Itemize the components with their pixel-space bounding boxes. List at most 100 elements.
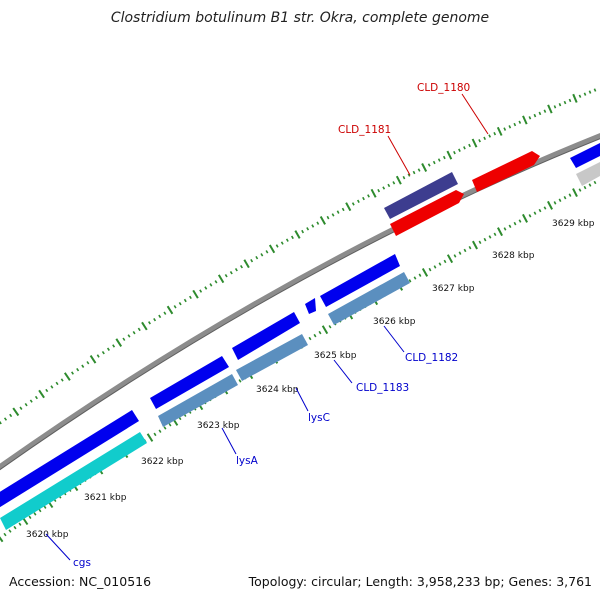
tick-label: 3625 kbp [314, 351, 357, 361]
ruler-major-tick [0, 536, 4, 543]
ruler-minor-tick [478, 240, 482, 244]
ruler-minor-tick [428, 267, 432, 272]
ruler-minor-tick [402, 175, 406, 180]
ruler-minor-tick [3, 417, 8, 421]
ruler-major-tick [421, 268, 429, 277]
ruler-minor-tick [153, 317, 157, 322]
ruler-major-tick [547, 104, 553, 114]
ruler-minor-tick [173, 305, 177, 309]
ruler-minor-tick [558, 103, 562, 107]
ruler-minor-tick [163, 426, 167, 430]
genome-backbone [0, 133, 600, 470]
ruler-minor-tick [328, 325, 332, 329]
ruler-minor-tick [137, 327, 141, 332]
ruler-major-tick [141, 321, 148, 331]
ruler-minor-tick [132, 330, 136, 335]
ruler-minor-tick [578, 94, 582, 98]
gene-arrow-blue-edge [570, 143, 600, 168]
ruler-minor-tick [168, 423, 172, 427]
ruler-minor-tick [568, 193, 572, 197]
ruler-minor-tick [101, 350, 105, 355]
ruler-minor-tick [313, 333, 317, 338]
ruler-minor-tick [503, 127, 507, 131]
ruler-minor-tick [316, 221, 320, 225]
ruler-minor-tick [438, 262, 442, 266]
ruler-minor-tick [163, 311, 167, 315]
gene-arrow-silver-edge [576, 162, 600, 186]
ruler-minor-tick [443, 259, 447, 264]
ruler-minor-tick [528, 214, 532, 218]
map-title: Clostridium botulinum B1 str. Okra, comp… [111, 10, 489, 26]
ruler-minor-tick [493, 131, 497, 136]
ruler-major-tick [572, 188, 578, 198]
gene-label-cld1183[interactable]: CLD_1183 [356, 382, 409, 394]
leader-cld1181 [387, 135, 411, 176]
leader-lysA [221, 427, 237, 455]
ruler-minor-tick [33, 512, 37, 516]
ruler-minor-tick [543, 206, 547, 210]
ruler-minor-tick [508, 125, 512, 129]
ruler-minor-tick [336, 210, 340, 214]
ruler-minor-tick [453, 150, 456, 155]
ruler-minor-tick [412, 170, 416, 175]
ruler-major-tick [89, 355, 97, 364]
ruler-minor-tick [538, 111, 542, 116]
gene-label-cld1182[interactable]: CLD_1182 [405, 352, 458, 364]
ruler-minor-tick [29, 399, 33, 403]
gene-arrow-navy [384, 172, 458, 219]
gene-arrow-blue-4 [305, 298, 316, 314]
ruler-major-tick [472, 240, 478, 250]
ruler-minor-tick [453, 254, 457, 258]
gene-label-lysc[interactable]: lysC [308, 412, 330, 424]
ruler-minor-tick [265, 250, 269, 254]
gene-label-lysa[interactable]: lysA [236, 455, 259, 467]
gene-label-cgs[interactable]: cgs [73, 557, 91, 569]
ruler-minor-tick [71, 371, 74, 375]
leader-cld1183 [333, 359, 353, 384]
ruler-minor-tick [478, 139, 481, 143]
gene-arrow-blue-5 [320, 254, 400, 307]
ruler-minor-tick [38, 508, 42, 513]
ruler-minor-tick [318, 330, 322, 335]
ruler-minor-tick [417, 168, 421, 172]
leader-lysC [295, 387, 309, 412]
ruler-minor-tick [183, 298, 187, 303]
ruler-minor-tick [238, 379, 242, 383]
ruler-minor-tick [9, 413, 13, 418]
ruler-major-tick [471, 138, 478, 148]
tick-label: 3624 kbp [256, 385, 299, 395]
gene-arrow-blue-1 [0, 410, 139, 508]
ruler-minor-tick [508, 224, 512, 228]
ruler-minor-tick [563, 100, 567, 105]
ruler-minor-tick [518, 120, 522, 124]
ruler-minor-tick [229, 270, 233, 275]
ruler-major-tick [63, 372, 71, 381]
ruler-minor-tick [28, 515, 32, 520]
ruler-minor-tick [112, 344, 116, 348]
ruler-minor-tick [437, 158, 441, 162]
gene-label-cld1181[interactable]: CLD_1181 [338, 124, 391, 136]
ruler-minor-tick [408, 279, 412, 283]
ruler-minor-tick [291, 235, 294, 240]
ruler-minor-tick [199, 289, 203, 293]
ruler-minor-tick [483, 237, 487, 242]
ruler-minor-tick [260, 253, 264, 257]
gene-arrow-blue-2 [150, 356, 229, 409]
ruler-minor-tick [3, 532, 7, 537]
ruler-minor-tick [43, 505, 47, 509]
ruler-minor-tick [224, 273, 228, 278]
gene-label-cld1180[interactable]: CLD_1180 [417, 82, 470, 94]
ruler-major-tick [319, 216, 326, 225]
ruler-minor-tick [563, 196, 567, 200]
ruler-major-tick [115, 338, 123, 347]
ruler-major-tick [522, 115, 528, 125]
ruler-major-tick [395, 175, 402, 185]
ruler-major-tick [166, 305, 174, 315]
ruler-minor-tick [558, 198, 562, 202]
ruler-minor-tick [204, 286, 208, 290]
ruler-major-tick [12, 407, 20, 417]
ruler-minor-tick [533, 211, 537, 215]
gene-arrow-cyan [0, 432, 147, 530]
gene-arrow-steel-2 [236, 334, 308, 381]
leader-cld1180 [461, 93, 489, 135]
